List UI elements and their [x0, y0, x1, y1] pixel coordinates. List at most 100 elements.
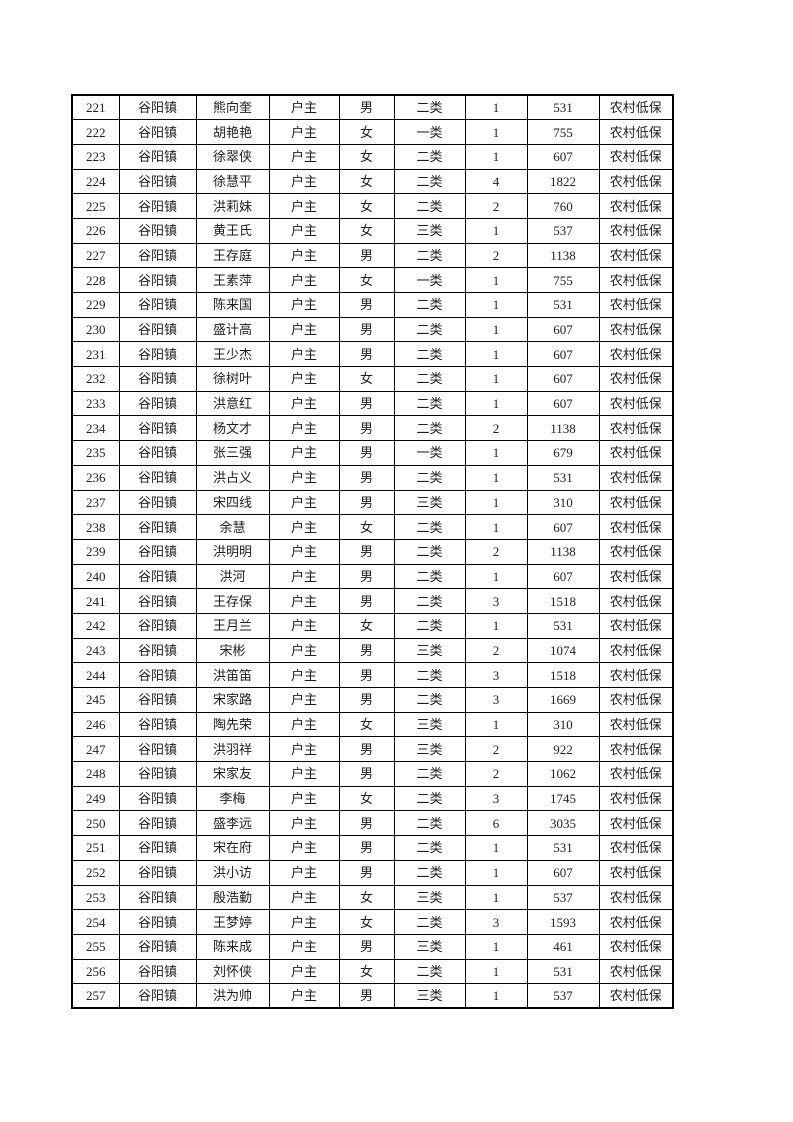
cell-category: 三类 [393, 489, 466, 516]
cell-category: 二类 [393, 588, 466, 614]
cell-type: 农村低保 [598, 390, 674, 417]
cell-gender: 男 [338, 810, 395, 837]
cell-amount: 607 [526, 859, 600, 886]
cell-count: 1 [464, 563, 528, 590]
cell-seq: 227 [71, 242, 120, 269]
cell-amount: 607 [526, 316, 600, 343]
cell-amount: 310 [526, 489, 600, 516]
cell-town: 谷阳镇 [118, 637, 197, 664]
cell-town: 谷阳镇 [118, 662, 197, 688]
cell-count: 2 [464, 538, 528, 565]
cell-type: 农村低保 [598, 316, 674, 343]
table-row: 241 谷阳镇 王存保 户主男二类 3 1518 农村低保 [71, 588, 674, 614]
cell-type: 农村低保 [598, 588, 674, 614]
cell-amount: 607 [526, 366, 600, 392]
cell-amount: 531 [526, 94, 600, 121]
cell-name: 宋四线 [195, 489, 270, 516]
cell-seq: 245 [71, 687, 120, 713]
cell-town: 谷阳镇 [118, 217, 197, 244]
cell-seq: 251 [71, 835, 120, 861]
table-row: 232 谷阳镇 徐树叶 户主女二类 1 607 农村低保 [71, 366, 674, 392]
cell-type: 农村低保 [598, 464, 674, 491]
cell-category: 二类 [393, 242, 466, 269]
cell-town: 谷阳镇 [118, 316, 197, 343]
cell-count: 4 [464, 168, 528, 195]
cell-category: 二类 [393, 514, 466, 540]
cell-count: 3 [464, 785, 528, 812]
cell-category: 一类 [393, 267, 466, 293]
cell-amount: 1593 [526, 909, 600, 935]
cell-name: 宋在府 [195, 835, 270, 861]
table-row: 255 谷阳镇 陈来成 户主男三类 1 461 农村低保 [71, 933, 674, 960]
cell-relation: 户主 [268, 884, 340, 911]
table-row: 223 谷阳镇 徐翠侠 户主女二类 1 607 农村低保 [71, 143, 674, 170]
table-row: 244 谷阳镇 洪笛笛 户主男二类 3 1518 农村低保 [71, 662, 674, 688]
cell-type: 农村低保 [598, 563, 674, 590]
cell-category: 二类 [393, 612, 466, 639]
cell-type: 农村低保 [598, 193, 674, 219]
cell-seq: 232 [71, 366, 120, 392]
cell-count: 1 [464, 489, 528, 516]
cell-count: 1 [464, 440, 528, 466]
cell-gender: 女 [338, 884, 395, 911]
cell-type: 农村低保 [598, 538, 674, 565]
table-row: 235 谷阳镇 张三强 户主男一类 1 679 农村低保 [71, 440, 674, 466]
cell-type: 农村低保 [598, 983, 674, 1009]
table-row: 224 谷阳镇 徐慧平 户主女二类 4 1822 农村低保 [71, 168, 674, 195]
cell-seq: 225 [71, 193, 120, 219]
cell-count: 2 [464, 637, 528, 664]
table-row: 257 谷阳镇 洪为帅 户主男三类 1 537 农村低保 [71, 983, 674, 1009]
cell-category: 三类 [393, 983, 466, 1009]
cell-amount: 1138 [526, 242, 600, 269]
cell-town: 谷阳镇 [118, 736, 197, 763]
cell-town: 谷阳镇 [118, 859, 197, 886]
cell-type: 农村低保 [598, 415, 674, 442]
cell-seq: 233 [71, 390, 120, 417]
cell-count: 1 [464, 316, 528, 343]
cell-relation: 户主 [268, 538, 340, 565]
cell-amount: 1518 [526, 662, 600, 688]
table-row: 226 谷阳镇 黄王氏 户主女三类 1 537 农村低保 [71, 217, 674, 244]
cell-relation: 户主 [268, 292, 340, 318]
cell-town: 谷阳镇 [118, 489, 197, 516]
cell-seq: 257 [71, 983, 120, 1009]
cell-count: 1 [464, 464, 528, 491]
cell-name: 余慧 [195, 514, 270, 540]
cell-town: 谷阳镇 [118, 810, 197, 837]
cell-name: 陈来国 [195, 292, 270, 318]
cell-name: 李梅 [195, 785, 270, 812]
cell-type: 农村低保 [598, 267, 674, 293]
cell-seq: 252 [71, 859, 120, 886]
cell-relation: 户主 [268, 761, 340, 787]
cell-gender: 男 [338, 588, 395, 614]
cell-name: 熊向奎 [195, 94, 270, 121]
cell-seq: 223 [71, 143, 120, 170]
cell-category: 二类 [393, 94, 466, 121]
table-row: 238 谷阳镇 余慧 户主女二类 1 607 农村低保 [71, 514, 674, 540]
cell-name: 宋家友 [195, 761, 270, 787]
cell-name: 洪明明 [195, 538, 270, 565]
cell-relation: 户主 [268, 662, 340, 688]
cell-relation: 户主 [268, 440, 340, 466]
cell-type: 农村低保 [598, 835, 674, 861]
cell-town: 谷阳镇 [118, 761, 197, 787]
cell-amount: 1062 [526, 761, 600, 787]
cell-type: 农村低保 [598, 933, 674, 960]
cell-count: 3 [464, 909, 528, 935]
cell-type: 农村低保 [598, 612, 674, 639]
cell-amount: 537 [526, 217, 600, 244]
table-row: 228 谷阳镇 王素萍 户主女一类 1 755 农村低保 [71, 267, 674, 293]
cell-category: 二类 [393, 415, 466, 442]
table-row: 245 谷阳镇 宋家路 户主男二类 3 1669 农村低保 [71, 687, 674, 713]
cell-category: 三类 [393, 711, 466, 738]
cell-relation: 户主 [268, 366, 340, 392]
cell-type: 农村低保 [598, 785, 674, 812]
cell-relation: 户主 [268, 217, 340, 244]
cell-category: 二类 [393, 168, 466, 195]
cell-name: 宋家路 [195, 687, 270, 713]
cell-town: 谷阳镇 [118, 94, 197, 121]
cell-category: 二类 [393, 958, 466, 985]
cell-type: 农村低保 [598, 489, 674, 516]
cell-town: 谷阳镇 [118, 958, 197, 985]
